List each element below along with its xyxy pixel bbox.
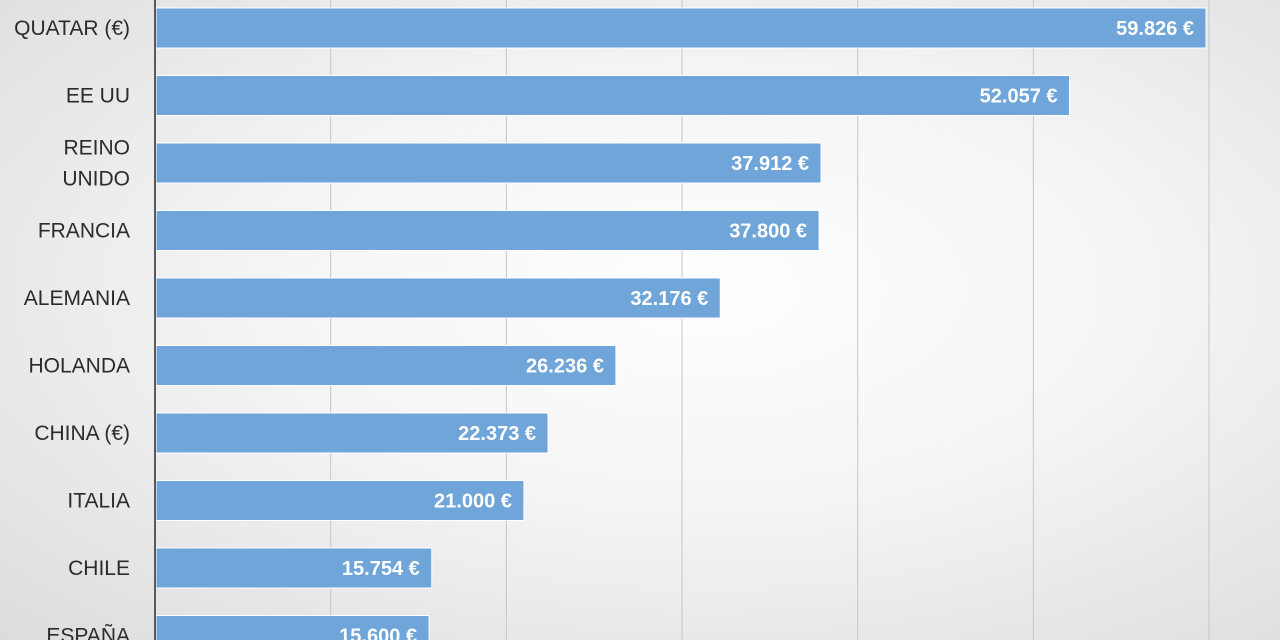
category-label: ALEMANIA bbox=[24, 287, 130, 310]
category-label: QUATAR (€) bbox=[14, 17, 130, 40]
data-label: 52.057 € bbox=[980, 86, 1058, 108]
data-label: 32.176 € bbox=[630, 288, 708, 310]
bar bbox=[155, 142, 822, 184]
category-label: CHINA (€) bbox=[34, 422, 130, 445]
bar bbox=[155, 480, 525, 521]
bar bbox=[155, 412, 549, 454]
category-label: ESPAÑA bbox=[46, 624, 130, 640]
data-label: 15.754 € bbox=[342, 558, 420, 580]
bar bbox=[155, 7, 1207, 49]
bar bbox=[155, 615, 430, 640]
data-label: 26.236 € bbox=[526, 356, 604, 378]
data-label: 15.600 € bbox=[339, 626, 417, 640]
bars: 59.826 € 52.057 € 37.912 € 37.800 € 32.176 €… bbox=[155, 7, 1207, 640]
bar bbox=[155, 210, 820, 251]
category-label: FRANCIA bbox=[38, 220, 130, 243]
data-label: 21.000 € bbox=[434, 491, 512, 513]
category-labels: QUATAR (€) EE UU REINO UNIDO FRANCIA ALEMANIA… bbox=[14, 17, 130, 640]
data-label: 37.912 € bbox=[731, 153, 809, 175]
category-label: ITALIA bbox=[67, 490, 130, 513]
bar bbox=[155, 277, 721, 319]
data-label: 59.826 € bbox=[1116, 18, 1194, 40]
category-label: EE UU bbox=[66, 85, 130, 108]
category-label: REINO UNIDO bbox=[62, 137, 130, 191]
bar bbox=[155, 75, 1071, 116]
data-label: 37.800 € bbox=[729, 221, 807, 243]
bar bbox=[155, 547, 433, 589]
category-label: HOLANDA bbox=[28, 355, 130, 378]
data-label: 22.373 € bbox=[458, 423, 536, 445]
category-label: CHILE bbox=[68, 557, 130, 580]
